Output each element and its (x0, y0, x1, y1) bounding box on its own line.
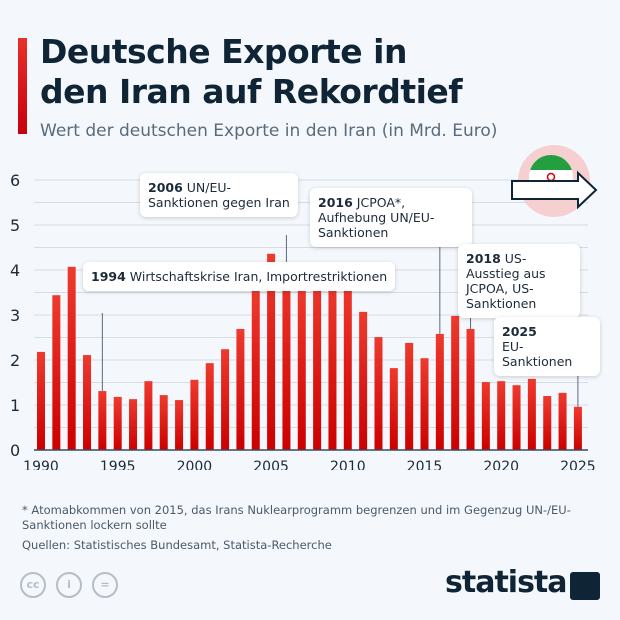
bar-2015 (420, 358, 429, 450)
bar-2001 (205, 363, 214, 450)
bar-2002 (221, 349, 230, 450)
bar-1999 (175, 400, 184, 450)
bar-2016 (435, 333, 444, 450)
sources: Quellen: Statistisches Bundesamt, Statis… (22, 538, 332, 552)
bar-2010 (343, 279, 352, 450)
annotation-2006: 2006 UN/EU-Sanktionen gegen Iran (140, 173, 298, 217)
bar-1993 (83, 355, 92, 450)
bar-1997 (144, 381, 153, 450)
bar-2018 (466, 328, 475, 450)
bar-2013 (389, 368, 398, 450)
x-tick-label: 2020 (483, 459, 519, 470)
bar-2019 (481, 382, 490, 450)
bar-2007 (297, 288, 306, 450)
x-tick-label: 2005 (253, 459, 289, 470)
page-title: Deutsche Exporte in den Iran auf Rekordti… (40, 32, 463, 112)
bar-2006 (282, 262, 291, 450)
x-tick-label: 1995 (100, 459, 136, 470)
bar-2020 (497, 381, 506, 450)
bar-2012 (374, 337, 383, 450)
y-tick-label: 2 (10, 351, 20, 370)
annotation-2025: 2025 EU-Sanktionen (494, 317, 600, 376)
y-tick-label: 3 (10, 306, 20, 325)
bar-2003 (236, 328, 245, 450)
iran-flag-icon (511, 145, 598, 217)
title-accent-bar (18, 38, 27, 134)
statista-logo-mark-icon (570, 572, 600, 600)
bar-1994 (98, 391, 107, 450)
annotation-2016: 2016 JCPOA*, Aufhebung UN/EU-Sanktionen (310, 188, 472, 247)
annotation-1994: 1994 Wirtschaftskrise Iran, Importrestri… (83, 262, 396, 291)
bar-2009 (328, 279, 337, 450)
bar-2005 (267, 253, 276, 450)
y-tick-label: 4 (10, 261, 20, 280)
bar-2004 (251, 289, 260, 450)
bar-2017 (451, 315, 460, 450)
equals-icon[interactable]: = (92, 572, 118, 598)
bar-2021 (512, 385, 521, 450)
statista-logo[interactable]: statista (445, 565, 568, 600)
bar-2024 (558, 392, 567, 450)
bar-1995 (113, 396, 122, 450)
bar-2011 (359, 311, 368, 450)
bar-2025 (573, 406, 582, 450)
y-tick-label: 5 (10, 216, 20, 235)
x-tick-label: 2000 (177, 459, 213, 470)
bar-chart: 0 1 2 3 4 5 6 1990 1995 2000 2005 2010 2015 2020 2025 (10, 171, 596, 470)
x-tick-label: 1990 (23, 459, 59, 470)
bar-2008 (313, 274, 322, 450)
bar-2000 (190, 379, 199, 450)
bar-1998 (159, 395, 168, 450)
y-tick-label: 6 (10, 171, 20, 190)
subtitle: Wert der deutschen Exporte in den Iran (… (40, 121, 498, 141)
x-tick-label: 2025 (560, 459, 596, 470)
x-tick-label: 2015 (407, 459, 443, 470)
cc-icon[interactable]: cc (20, 572, 46, 598)
title-line-2: den Iran auf Rekordtief (40, 72, 463, 111)
bar-1990 (37, 351, 45, 450)
x-tick-label: 2010 (330, 459, 366, 470)
bar-1991 (52, 295, 61, 450)
title-line-1: Deutsche Exporte in (40, 32, 407, 71)
footnote: * Atomabkommen von 2015, das Irans Nukle… (22, 503, 571, 532)
bar-2022 (527, 378, 536, 450)
bar-2014 (405, 342, 414, 450)
bar-1996 (129, 399, 138, 450)
annotation-2018: 2018 US-Ausstieg aus JCPOA, US-Sanktione… (458, 244, 580, 318)
bar-2023 (543, 396, 552, 450)
y-tick-label: 1 (10, 396, 20, 415)
y-tick-label: 0 (10, 441, 20, 460)
person-icon[interactable]: i (56, 572, 82, 598)
bar-1992 (67, 266, 76, 450)
